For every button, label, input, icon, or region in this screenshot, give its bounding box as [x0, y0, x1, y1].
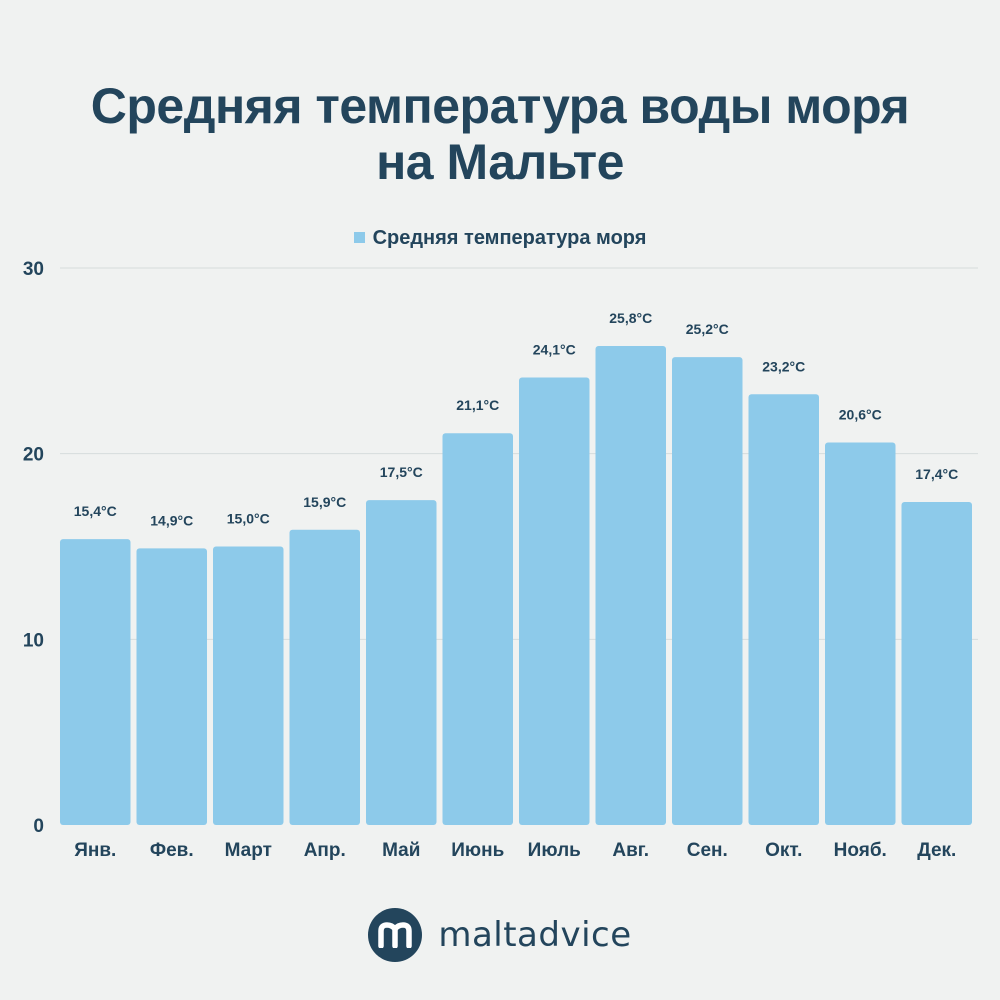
data-label: 15,4°C	[74, 503, 117, 519]
chart-title-line-2: на Мальте	[376, 134, 624, 190]
x-tick-label: Март	[225, 840, 272, 861]
chart-legend: Средняя температура моря	[0, 224, 1000, 252]
x-tick-label: Май	[382, 840, 420, 861]
data-label: 25,8°C	[609, 310, 652, 326]
data-label: 15,0°C	[227, 511, 270, 527]
data-label: 15,9°C	[303, 494, 346, 510]
x-tick-label: Сен.	[687, 840, 728, 861]
data-label: 25,2°C	[686, 321, 729, 337]
data-label: 20,6°C	[839, 407, 882, 423]
bar	[519, 377, 590, 825]
bar	[595, 345, 666, 825]
x-tick-label: Окт.	[765, 840, 802, 861]
data-label: 17,5°C	[380, 464, 423, 480]
bar	[213, 546, 284, 825]
data-label: 17,4°C	[915, 466, 958, 482]
y-tick-label: 30	[23, 259, 44, 280]
brand-name: maltadvice	[438, 915, 632, 955]
bar	[136, 548, 207, 825]
logo-m-glyph-icon	[378, 922, 413, 948]
bar	[901, 501, 972, 825]
x-tick-label: Дек.	[917, 840, 956, 861]
data-label: 24,1°C	[533, 342, 576, 358]
bar	[60, 539, 131, 825]
legend-label: Средняя температура моря	[372, 227, 647, 249]
y-tick-label: 0	[33, 816, 44, 837]
y-tick-label: 10	[23, 630, 44, 651]
x-tick-label: Апр.	[304, 840, 346, 861]
x-tick-label: Июнь	[451, 840, 504, 861]
bar	[672, 357, 743, 825]
x-tick-label: Фев.	[150, 840, 194, 861]
x-tick-label: Авг.	[612, 840, 649, 861]
chart-title: Средняя температура воды моря на Мальте	[0, 78, 1000, 190]
x-tick-label: Янв.	[74, 840, 116, 861]
data-label: 21,1°C	[456, 397, 499, 413]
chart-title-line-1: Средняя температура воды моря	[90, 78, 910, 134]
bar	[748, 394, 819, 825]
bar	[366, 500, 437, 825]
legend-swatch	[353, 232, 365, 243]
bar	[289, 529, 360, 825]
bar	[825, 442, 896, 825]
y-tick-label: 20	[23, 445, 44, 466]
x-tick-label: Июль	[528, 840, 581, 861]
bar	[442, 433, 513, 825]
logo-icon	[368, 908, 423, 962]
data-label: 23,2°C	[762, 358, 805, 374]
data-label: 14,9°C	[150, 512, 193, 528]
footer-brand: maltadvice	[0, 908, 1000, 962]
x-tick-label: Нояб.	[834, 840, 887, 861]
